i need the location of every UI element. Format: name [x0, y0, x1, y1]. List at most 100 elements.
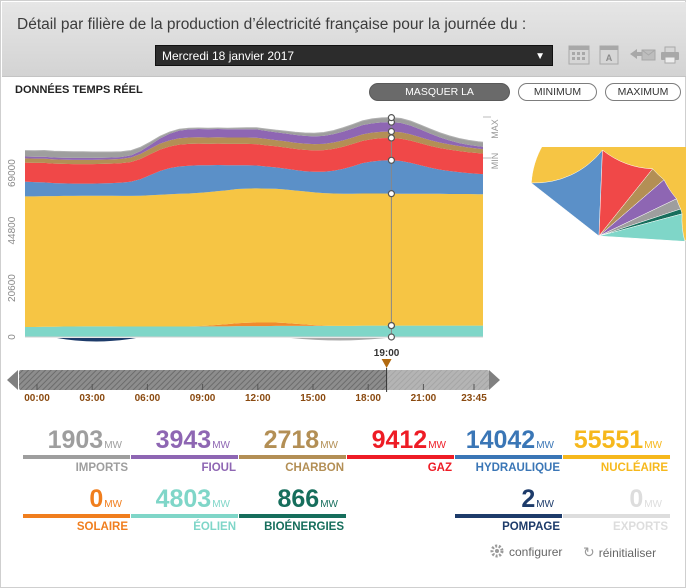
stat-solaire[interactable]: 0MW SOLAIRE [23, 485, 130, 535]
svg-text:A: A [606, 53, 613, 63]
send-mail-icon[interactable] [628, 42, 656, 66]
slider-left-arrow[interactable] [7, 370, 18, 390]
stat-unit: MW [320, 440, 338, 451]
calendar-icon[interactable] [568, 42, 590, 66]
cursor-dot [387, 127, 395, 136]
stat-number: 9412 [371, 426, 428, 454]
chart-below-zero [25, 336, 483, 342]
stat-value: 4803MW [156, 485, 230, 514]
stat-value: 2MW [521, 485, 554, 514]
stat-value: 55551MW [574, 426, 662, 455]
stat-imports[interactable]: 1903MW IMPORTS [23, 426, 130, 476]
stat-number: 4803 [155, 485, 212, 513]
stat-value: 9412MW [372, 426, 446, 455]
stat-éolien[interactable]: 4803MW ÉOLIEN [131, 485, 238, 535]
total-outline [24, 117, 484, 153]
cursor-dot [387, 333, 395, 341]
y-tick-label: 0 [7, 334, 18, 340]
series-area-nucléaire [25, 188, 483, 328]
stat-number: 14042 [465, 426, 536, 454]
stat-exports[interactable]: 0MW EXPORTS [563, 485, 670, 535]
cursor-dot [387, 156, 395, 164]
x-tick-label: 21:00 [411, 393, 437, 404]
pie-slice-hydraulique [530, 149, 603, 237]
maximum-button[interactable]: MAXIMUM [605, 83, 681, 101]
stat-label: FIOUL [201, 462, 237, 474]
y-tick-label: 20600 [7, 274, 18, 302]
stat-value: 3943MW [156, 426, 230, 455]
stat-color-bar [23, 455, 130, 459]
max-label: MAX [490, 119, 500, 139]
x-tick-label: 12:00 [245, 393, 271, 404]
date-select[interactable]: Mercredi 18 janvier 2017 ▼ [155, 45, 553, 66]
stat-bioénergies[interactable]: 866MW BIOÉNERGIES [239, 485, 346, 535]
stat-unit: MW [644, 440, 662, 451]
pie-slice-éolien [598, 213, 686, 242]
x-tick-label: 06:00 [135, 393, 161, 404]
x-tick-label: 15:00 [300, 393, 326, 404]
slider-right-arrow[interactable] [489, 370, 500, 390]
minimum-button[interactable]: MINIMUM [518, 83, 597, 101]
stat-nucléaire[interactable]: 55551MW NUCLÉAIRE [563, 426, 670, 476]
stat-label: SOLAIRE [76, 521, 128, 533]
cursor-dot [387, 190, 395, 198]
export-pdf-icon[interactable]: A [598, 42, 620, 66]
x-tick-label: 18:00 [355, 393, 381, 404]
stat-color-bar [131, 455, 238, 459]
stat-unit: MW [212, 499, 230, 510]
time-cursor-dots [387, 114, 395, 341]
stat-number: 866 [277, 485, 320, 513]
stat-label: CHARBON [285, 462, 344, 474]
time-slider[interactable]: 19:00 00:00 03:00 06:00 09:00 12:00 15:00 18:0… [1, 346, 506, 404]
stat-color-bar [347, 455, 454, 459]
stat-pompage[interactable]: 2MW POMPAGE [455, 485, 562, 535]
x-tick-label: 00:00 [24, 393, 50, 404]
view-title: DONNÉES TEMPS RÉEL [15, 84, 143, 96]
stat-unit: MW [320, 499, 338, 510]
reset-label: réinitialiser [598, 546, 657, 560]
gear-icon [490, 544, 504, 558]
y-tick-label: 69000 [7, 159, 18, 187]
cursor-dot [387, 114, 395, 122]
configure-button[interactable]: configurer [490, 544, 562, 559]
stat-unit: MW [644, 499, 662, 510]
exports-area [291, 338, 386, 341]
configure-label: configurer [509, 545, 563, 559]
stat-label: BIOÉNERGIES [264, 521, 344, 533]
stat-value: 0MW [629, 485, 662, 514]
slider-handle[interactable] [381, 359, 392, 368]
cursor-time-label: 19:00 [374, 348, 400, 359]
stat-unit: MW [104, 440, 122, 451]
reset-button[interactable]: ↻ réinitialiser [583, 544, 656, 561]
pompage-area [57, 338, 136, 342]
print-icon[interactable] [659, 42, 681, 66]
date-select-value: Mercredi 18 janvier 2017 [162, 49, 295, 63]
stat-number: 0 [89, 485, 104, 513]
stat-label: IMPORTS [75, 462, 128, 474]
stat-charbon[interactable]: 2718MW CHARBON [239, 426, 346, 476]
stat-hydraulique[interactable]: 14042MW HYDRAULIQUE [455, 426, 562, 476]
stat-unit: MW [104, 499, 122, 510]
series-area-charbon [25, 131, 483, 165]
stat-label: POMPAGE [502, 521, 560, 533]
x-tick-label: 09:00 [190, 393, 216, 404]
stat-unit: MW [428, 440, 446, 451]
stat-value: 14042MW [466, 426, 554, 455]
stat-number: 1903 [47, 426, 104, 454]
stat-color-bar [455, 514, 562, 518]
chart-areas [24, 117, 484, 337]
stat-color-bar [239, 455, 346, 459]
y-axis: 0 20600 44800 69000 [7, 159, 18, 340]
cursor-dot [387, 134, 395, 142]
toggle-repartition-button[interactable]: MASQUER LA RÉPARTITION [369, 83, 510, 114]
stat-fioul[interactable]: 3943MW FIOUL [131, 426, 238, 476]
production-area-chart[interactable]: 0 20600 44800 69000 MAX MIN [1, 101, 506, 351]
slider-track[interactable] [19, 370, 489, 390]
chevron-down-icon: ▼ [535, 51, 545, 62]
stat-gaz[interactable]: 9412MW GAZ [347, 426, 454, 476]
stat-color-bar [131, 514, 238, 518]
stat-unit: MW [536, 440, 554, 451]
slider-remaining [386, 370, 489, 390]
stat-value: 2718MW [264, 426, 338, 455]
